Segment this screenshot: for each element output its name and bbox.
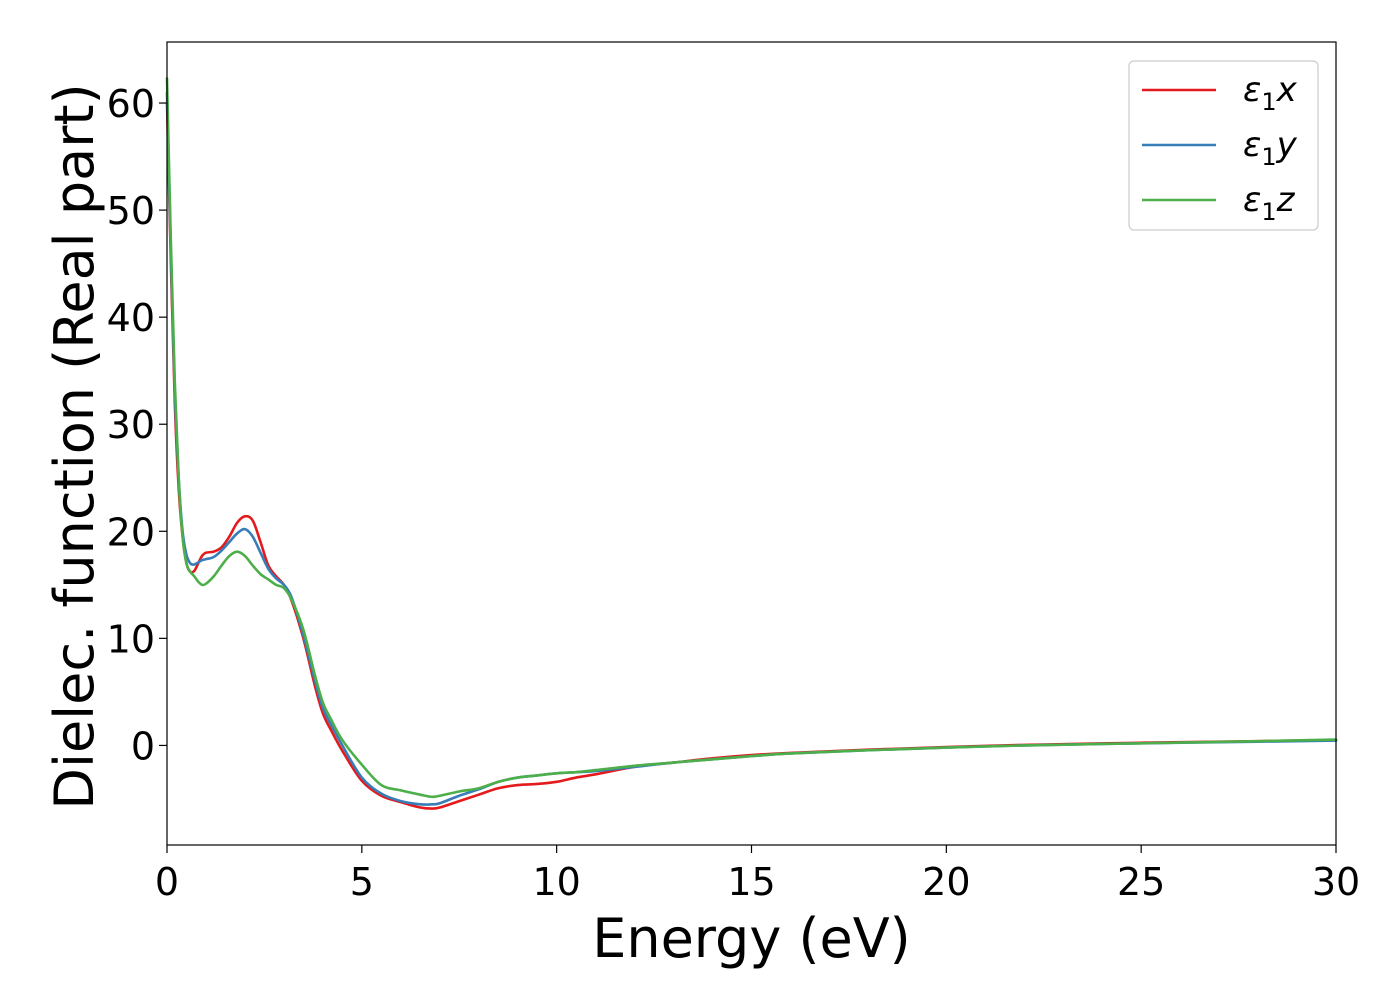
x-axis-ticks: 0 5 10 15 20 25 30 <box>155 845 1360 904</box>
y-tick-label: 60 <box>107 82 155 126</box>
y-axis-label: Dielec. function (Real part) <box>43 83 106 809</box>
x-tick-label: 0 <box>155 860 179 904</box>
x-tick-label: 20 <box>922 860 970 904</box>
legend-label-subscript: 1 <box>1261 143 1276 171</box>
x-tick-label: 15 <box>727 860 775 904</box>
legend-label-base: ε <box>1243 180 1261 220</box>
x-tick-label: 5 <box>350 860 374 904</box>
legend-label-base: ε <box>1243 70 1261 110</box>
legend-box <box>1128 60 1319 231</box>
legend-label-suffix: y <box>1276 125 1298 165</box>
legend-label-x: ε1x <box>1243 70 1298 116</box>
legend-label-subscript: 1 <box>1261 198 1276 226</box>
series-layer <box>165 77 1338 810</box>
y-tick-label: 50 <box>107 189 155 233</box>
legend-label-z: ε1z <box>1243 180 1296 226</box>
legend-label-subscript: 1 <box>1261 88 1276 116</box>
y-axis-ticks: 0 10 20 30 40 50 60 <box>107 82 167 768</box>
y-tick-label: 30 <box>107 403 155 447</box>
legend-label-suffix: x <box>1276 70 1298 110</box>
y-tick-label: 10 <box>107 617 155 661</box>
x-tick-label: 30 <box>1312 860 1360 904</box>
legend-label-base: ε <box>1243 125 1261 165</box>
x-tick-label: 10 <box>532 860 580 904</box>
y-tick-label: 0 <box>131 724 155 768</box>
series-line-z <box>165 77 1338 799</box>
legend-label-y: ε1y <box>1243 125 1298 171</box>
x-axis-label: Energy (eV) <box>592 907 911 970</box>
x-tick-label: 25 <box>1117 860 1165 904</box>
y-tick-label: 40 <box>107 296 155 340</box>
legend-label-suffix: z <box>1276 180 1296 220</box>
y-tick-label: 20 <box>107 510 155 554</box>
